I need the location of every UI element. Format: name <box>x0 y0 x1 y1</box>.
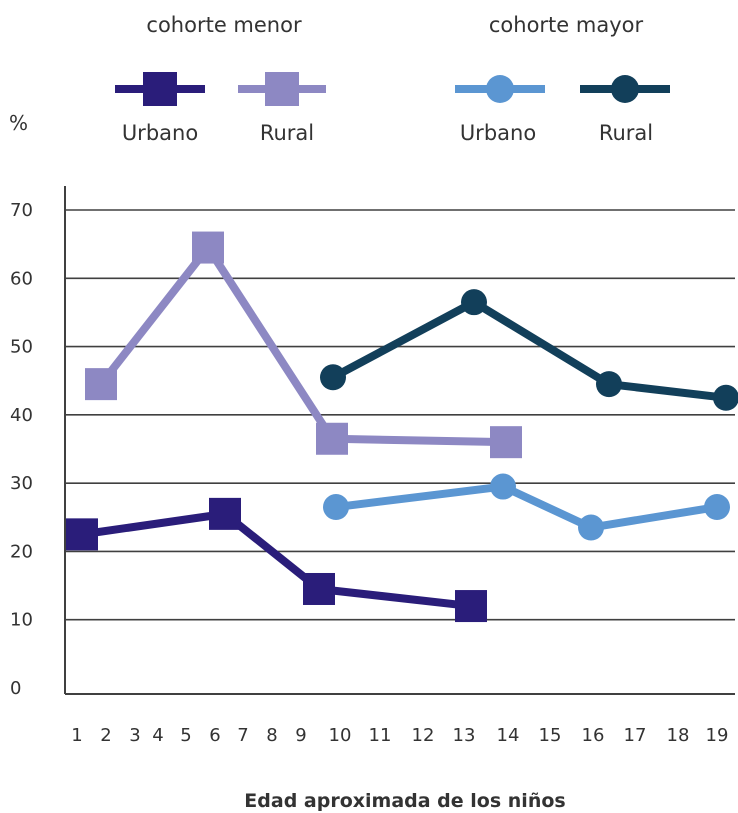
legend-swatch-marker-mayor-rural <box>611 75 639 103</box>
x-tick-label-12: 12 <box>412 725 435 746</box>
y-tick-label-60: 60 <box>10 268 33 289</box>
series-menor-urbano <box>66 497 487 623</box>
data-point-mayor-rural-10 <box>320 364 346 391</box>
series-mayor-rural <box>320 289 738 411</box>
x-tick-label-5: 5 <box>180 725 191 746</box>
data-point-menor-urbano-1 <box>66 518 98 551</box>
y-tick-label-30: 30 <box>10 473 33 494</box>
y-tick-label-40: 40 <box>10 405 33 426</box>
data-point-mayor-urbano-14 <box>490 473 516 500</box>
legend-swatch-mayor-urbano <box>455 75 545 103</box>
y-tick-label-70: 70 <box>10 200 33 221</box>
x-tick-label-18: 18 <box>667 725 690 746</box>
x-tick-label-9: 9 <box>295 725 306 746</box>
data-point-mayor-rural-16 <box>596 371 622 398</box>
x-tick-label-13: 13 <box>453 725 476 746</box>
x-tick-label-14: 14 <box>497 725 520 746</box>
y-unit-label: % <box>9 111 28 135</box>
legend-label-mayor-urbano: Urbano <box>460 121 536 145</box>
y-tick-label-0: 0 <box>10 678 21 699</box>
series-menor-rural <box>85 231 522 459</box>
x-axis-ticks: 1 2 3 4 5 6 7 8 9 10 11 12 13 14 15 16 17 18 19 <box>71 725 728 746</box>
data-point-menor-rural-10 <box>316 422 348 455</box>
legend-label-menor-urbano: Urbano <box>122 121 198 145</box>
data-point-menor-urbano-10 <box>303 572 335 605</box>
x-tick-label-8: 8 <box>266 725 277 746</box>
series-line-mayor-rural <box>331 298 727 402</box>
data-point-menor-rural-14 <box>490 426 522 459</box>
y-axis-ticks: 0 10 20 30 40 50 60 70 <box>10 200 33 699</box>
series-line-menor-rural <box>97 243 507 447</box>
legend-swatch-mayor-rural <box>580 75 670 103</box>
data-point-menor-rural-6 <box>192 231 224 264</box>
data-point-menor-rural-2 <box>85 368 117 401</box>
x-tick-label-3: 3 <box>129 725 140 746</box>
y-tick-label-20: 20 <box>10 541 33 562</box>
legend-swatch-menor-rural <box>238 72 326 106</box>
x-tick-label-2: 2 <box>100 725 111 746</box>
series-mayor-urbano <box>323 473 730 541</box>
legend-label-menor-rural: Rural <box>260 121 314 145</box>
legend: cohorte menor cohorte mayor Urbano Rural… <box>115 13 670 145</box>
data-point-mayor-rural-13 <box>461 289 487 316</box>
x-tick-label-7: 7 <box>237 725 248 746</box>
x-tick-label-1: 1 <box>71 725 82 746</box>
y-tick-label-50: 50 <box>10 337 33 358</box>
legend-swatch-marker-mayor-urbano <box>486 75 514 103</box>
data-point-menor-urbano-6 <box>209 497 241 530</box>
x-tick-label-16: 16 <box>582 725 605 746</box>
data-point-mayor-urbano-19 <box>704 494 730 521</box>
data-point-mayor-urbano-16 <box>578 514 604 541</box>
legend-swatches <box>115 72 670 106</box>
x-tick-label-15: 15 <box>539 725 562 746</box>
legend-group-title-mayor: cohorte mayor <box>489 13 644 37</box>
x-tick-label-6: 6 <box>209 725 220 746</box>
series-layer <box>66 231 738 623</box>
legend-swatch-marker-menor-rural <box>265 72 299 106</box>
y-tick-label-10: 10 <box>10 610 33 631</box>
series-line-mayor-urbano <box>335 482 718 532</box>
legend-group-title-menor: cohorte menor <box>146 13 302 37</box>
legend-label-mayor-rural: Rural <box>599 121 653 145</box>
x-tick-label-19: 19 <box>706 725 729 746</box>
data-point-menor-urbano-14 <box>455 590 487 623</box>
x-tick-label-11: 11 <box>369 725 392 746</box>
legend-swatch-marker-menor-urbano <box>143 72 177 106</box>
data-point-mayor-urbano-10 <box>323 494 349 521</box>
x-axis-title: Edad aproximada de los niños <box>244 790 565 812</box>
x-tick-label-10: 10 <box>329 725 352 746</box>
series-line-menor-urbano <box>81 509 472 611</box>
gridlines <box>65 209 735 695</box>
x-tick-label-4: 4 <box>152 725 163 746</box>
x-tick-label-17: 17 <box>624 725 647 746</box>
legend-swatch-menor-urbano <box>115 72 205 106</box>
data-point-mayor-rural-19 <box>713 384 738 411</box>
